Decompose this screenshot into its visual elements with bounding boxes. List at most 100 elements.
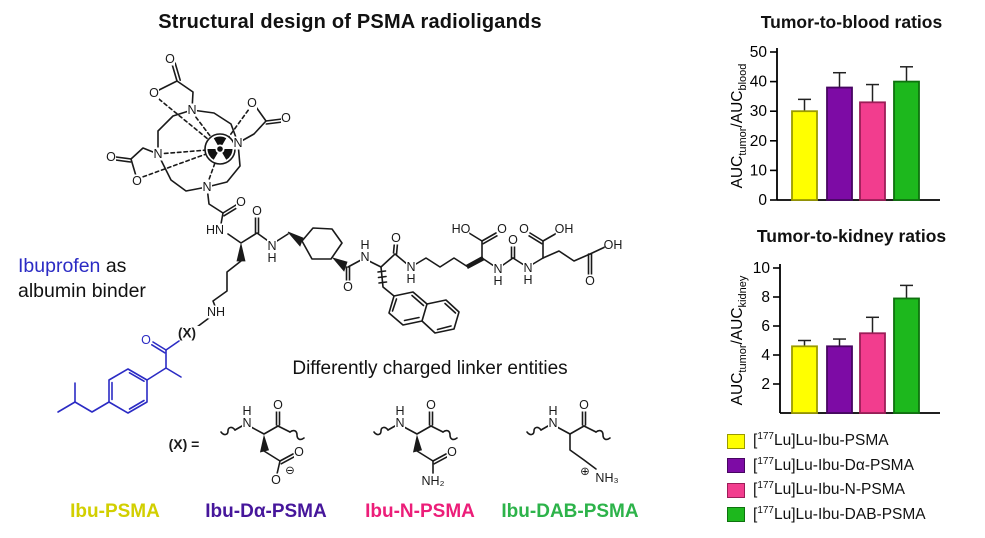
atom-label-bg [426, 398, 436, 412]
atom-label-bg [343, 280, 353, 294]
atom-label-bg [236, 195, 246, 209]
atom-label-bg [141, 333, 151, 347]
bar-2 [859, 332, 886, 414]
atom-label-bg [523, 273, 533, 287]
compound-label-ibu-psma: Ibu-PSMA [70, 501, 160, 522]
atom-label: O [236, 195, 246, 209]
atom-label: H [267, 251, 276, 265]
atom-label-bg [281, 111, 291, 125]
atom-label-bg [207, 305, 225, 319]
atom-label-bg [187, 103, 197, 117]
atom-label-bg [273, 398, 283, 412]
bar-3 [893, 297, 920, 414]
atom-label: (X) [178, 326, 196, 341]
atom-label-bg [406, 260, 416, 274]
legend-item-ibu-n-psma: [177Lu]Lu-Ibu-N-PSMA [727, 478, 926, 503]
bar-1 [826, 345, 853, 414]
atom-label: O [165, 52, 175, 66]
atom-label-bg [247, 96, 257, 110]
y-axis-label: AUCtumor/AUCblood [729, 64, 749, 189]
y-tick-label: 6 [761, 318, 770, 335]
atom-label-bg [153, 147, 163, 161]
atom-label-bg [452, 222, 470, 236]
atom-label-bg [202, 180, 212, 194]
atom-label: O [247, 96, 257, 110]
atom-label-bg [294, 445, 304, 459]
atom-label-bg [267, 239, 277, 253]
atom-label: O [391, 231, 401, 245]
atom-label: H [406, 272, 415, 286]
atom-label: O [141, 333, 151, 347]
atom-label-bg [497, 222, 507, 236]
y-tick-label: 10 [753, 260, 771, 277]
y-tick-label: 40 [750, 74, 768, 91]
atom-label-bg [233, 136, 243, 150]
atom-label-bg [242, 404, 252, 418]
atom-label: O [252, 204, 262, 218]
atom-label: O [579, 398, 589, 412]
atom-label: O [294, 445, 304, 459]
atom-label: HN [206, 223, 224, 237]
atom-label-bg [548, 416, 558, 430]
linker-structure-positive [526, 410, 611, 470]
y-tick-label: 8 [761, 289, 770, 306]
atom-label-bg [395, 416, 405, 430]
atom-label: OH [604, 238, 623, 252]
atom-label: H [523, 273, 532, 287]
legend-item-ibu-da-psma: [177Lu]Lu-Ibu-Dα-PSMA [727, 454, 926, 479]
atom-label: N [242, 416, 251, 430]
atom-label: N [202, 180, 211, 194]
atom-label: O [149, 86, 159, 100]
legend-item-ibu-psma: [177Lu]Lu-Ibu-PSMA [727, 429, 926, 454]
compound-label-ibu-n-psma: Ibu-N-PSMA [365, 501, 475, 522]
y-tick-label: 30 [750, 103, 768, 120]
atom-label: O [508, 233, 518, 247]
atom-label-bg [242, 416, 252, 430]
atom-label-bg [206, 223, 224, 237]
bar-1 [826, 86, 853, 201]
ibuprofen-note-line2: albumin binder [18, 280, 146, 302]
atom-label: N [523, 261, 532, 275]
bar-3 [893, 80, 920, 201]
atom-label: NH [207, 305, 225, 319]
chart-legend: [177Lu]Lu-Ibu-PSMA [177Lu]Lu-Ibu-Dα-PSMA… [727, 429, 926, 527]
atom-label-bg [252, 204, 262, 218]
atom-label: N [187, 103, 196, 117]
atom-label: N [233, 136, 242, 150]
linker-structure-negative [220, 410, 305, 475]
y-tick-label: 10 [750, 162, 768, 179]
atom-label: H [242, 404, 251, 418]
peptide-backbone [196, 216, 408, 328]
legend-swatch-green [727, 507, 745, 523]
legend-swatch-pink [727, 482, 745, 498]
atom-label: N [493, 262, 502, 276]
y-tick-label: 50 [750, 44, 768, 61]
atom-label: O [106, 150, 116, 164]
atom-label-bg [360, 238, 370, 252]
atom-label-bg [267, 251, 277, 265]
atom-label-bg [447, 445, 457, 459]
atom-label: NH₂ [422, 474, 445, 488]
atom-label: HO [452, 222, 471, 236]
y-tick-label: 4 [761, 347, 770, 364]
atom-label-bg [594, 471, 620, 485]
linker-structure-neutral [373, 410, 458, 474]
bar-2 [859, 101, 886, 201]
atom-label-bg [360, 250, 370, 264]
atom-label: H [395, 404, 404, 418]
ibuprofen-note-line1: Ibuprofen as [18, 254, 146, 279]
figure-title: Structural design of PSMA radioligands [158, 11, 542, 33]
compound-label-ibu-da-psma: Ibu-Dα-PSMA [205, 501, 327, 522]
atom-label-bg [149, 86, 159, 100]
atom-label: H [493, 274, 502, 288]
chart-tumor-blood-title: Tumor-to-blood ratios [760, 12, 943, 32]
ibuprofen-structure [57, 340, 182, 414]
y-tick-label: 20 [750, 133, 768, 150]
legend-item-ibu-dab-psma: [177Lu]Lu-Ibu-DAB-PSMA [727, 503, 926, 528]
radioactivity-icon [204, 133, 236, 165]
atom-label-bg [548, 404, 558, 418]
atom-label-bg [406, 272, 416, 286]
